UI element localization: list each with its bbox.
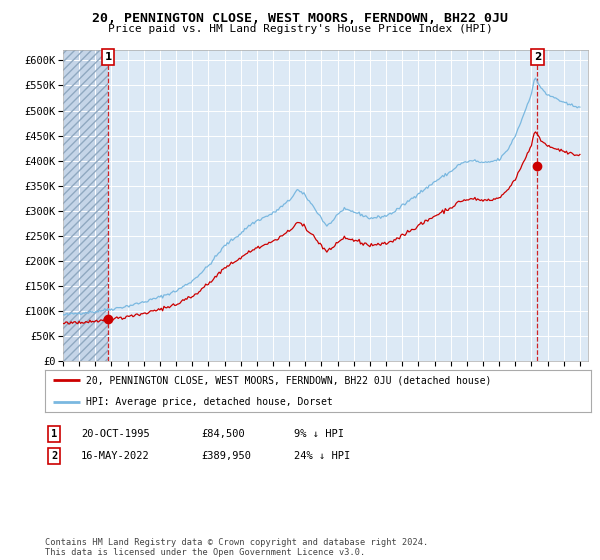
Text: Contains HM Land Registry data © Crown copyright and database right 2024.
This d: Contains HM Land Registry data © Crown c… xyxy=(45,538,428,557)
Text: 20-OCT-1995: 20-OCT-1995 xyxy=(81,429,150,439)
Bar xyxy=(63,50,108,361)
Text: 1: 1 xyxy=(104,52,112,62)
Text: 20, PENNINGTON CLOSE, WEST MOORS, FERNDOWN, BH22 0JU (detached house): 20, PENNINGTON CLOSE, WEST MOORS, FERNDO… xyxy=(86,375,491,385)
Text: 9% ↓ HPI: 9% ↓ HPI xyxy=(294,429,344,439)
Text: 1: 1 xyxy=(51,429,57,439)
Text: 16-MAY-2022: 16-MAY-2022 xyxy=(81,451,150,461)
Text: 2: 2 xyxy=(51,451,57,461)
Text: 24% ↓ HPI: 24% ↓ HPI xyxy=(294,451,350,461)
Text: HPI: Average price, detached house, Dorset: HPI: Average price, detached house, Dors… xyxy=(86,398,332,407)
Text: £84,500: £84,500 xyxy=(201,429,245,439)
Text: 20, PENNINGTON CLOSE, WEST MOORS, FERNDOWN, BH22 0JU: 20, PENNINGTON CLOSE, WEST MOORS, FERNDO… xyxy=(92,12,508,25)
Text: £389,950: £389,950 xyxy=(201,451,251,461)
Bar xyxy=(63,50,108,361)
Text: Price paid vs. HM Land Registry's House Price Index (HPI): Price paid vs. HM Land Registry's House … xyxy=(107,24,493,34)
Text: 2: 2 xyxy=(534,52,541,62)
